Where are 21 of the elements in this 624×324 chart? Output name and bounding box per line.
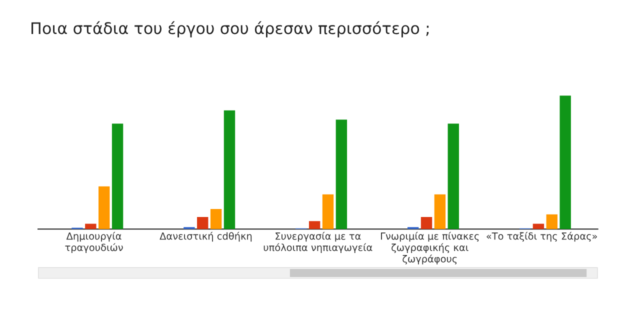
bar xyxy=(112,124,124,230)
x-tick-label: «Το ταξίδι της Σάρας» xyxy=(486,232,597,242)
bar xyxy=(98,186,110,230)
bar xyxy=(308,221,320,230)
x-tick-label: Δανειστική cdθήκη xyxy=(160,232,252,242)
bar xyxy=(210,209,222,230)
x-tick-label: Συνεργασία με τα υπόλοιπα νηπιαγωγεία xyxy=(264,232,372,253)
bar xyxy=(420,217,432,230)
bar xyxy=(532,224,544,230)
bar xyxy=(546,214,558,230)
bar xyxy=(85,224,96,230)
x-tick-label: Δημιουργία τραγουδιών xyxy=(65,232,123,253)
bar xyxy=(336,120,348,230)
bar xyxy=(560,96,571,230)
bar xyxy=(224,110,236,230)
x-tick-label: Γνωριμία με πίνακες ζωγραφικής και ζωγράφους xyxy=(381,232,479,264)
bar xyxy=(197,217,208,230)
bar xyxy=(434,194,446,230)
chart-title: Ποια στάδια του έργου σου άρεσαν περισσότερο ; xyxy=(32,21,429,38)
bar xyxy=(448,124,459,230)
bar xyxy=(322,194,334,230)
